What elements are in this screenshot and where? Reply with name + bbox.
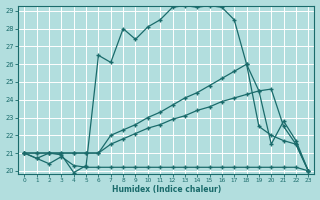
X-axis label: Humidex (Indice chaleur): Humidex (Indice chaleur) — [112, 185, 221, 194]
